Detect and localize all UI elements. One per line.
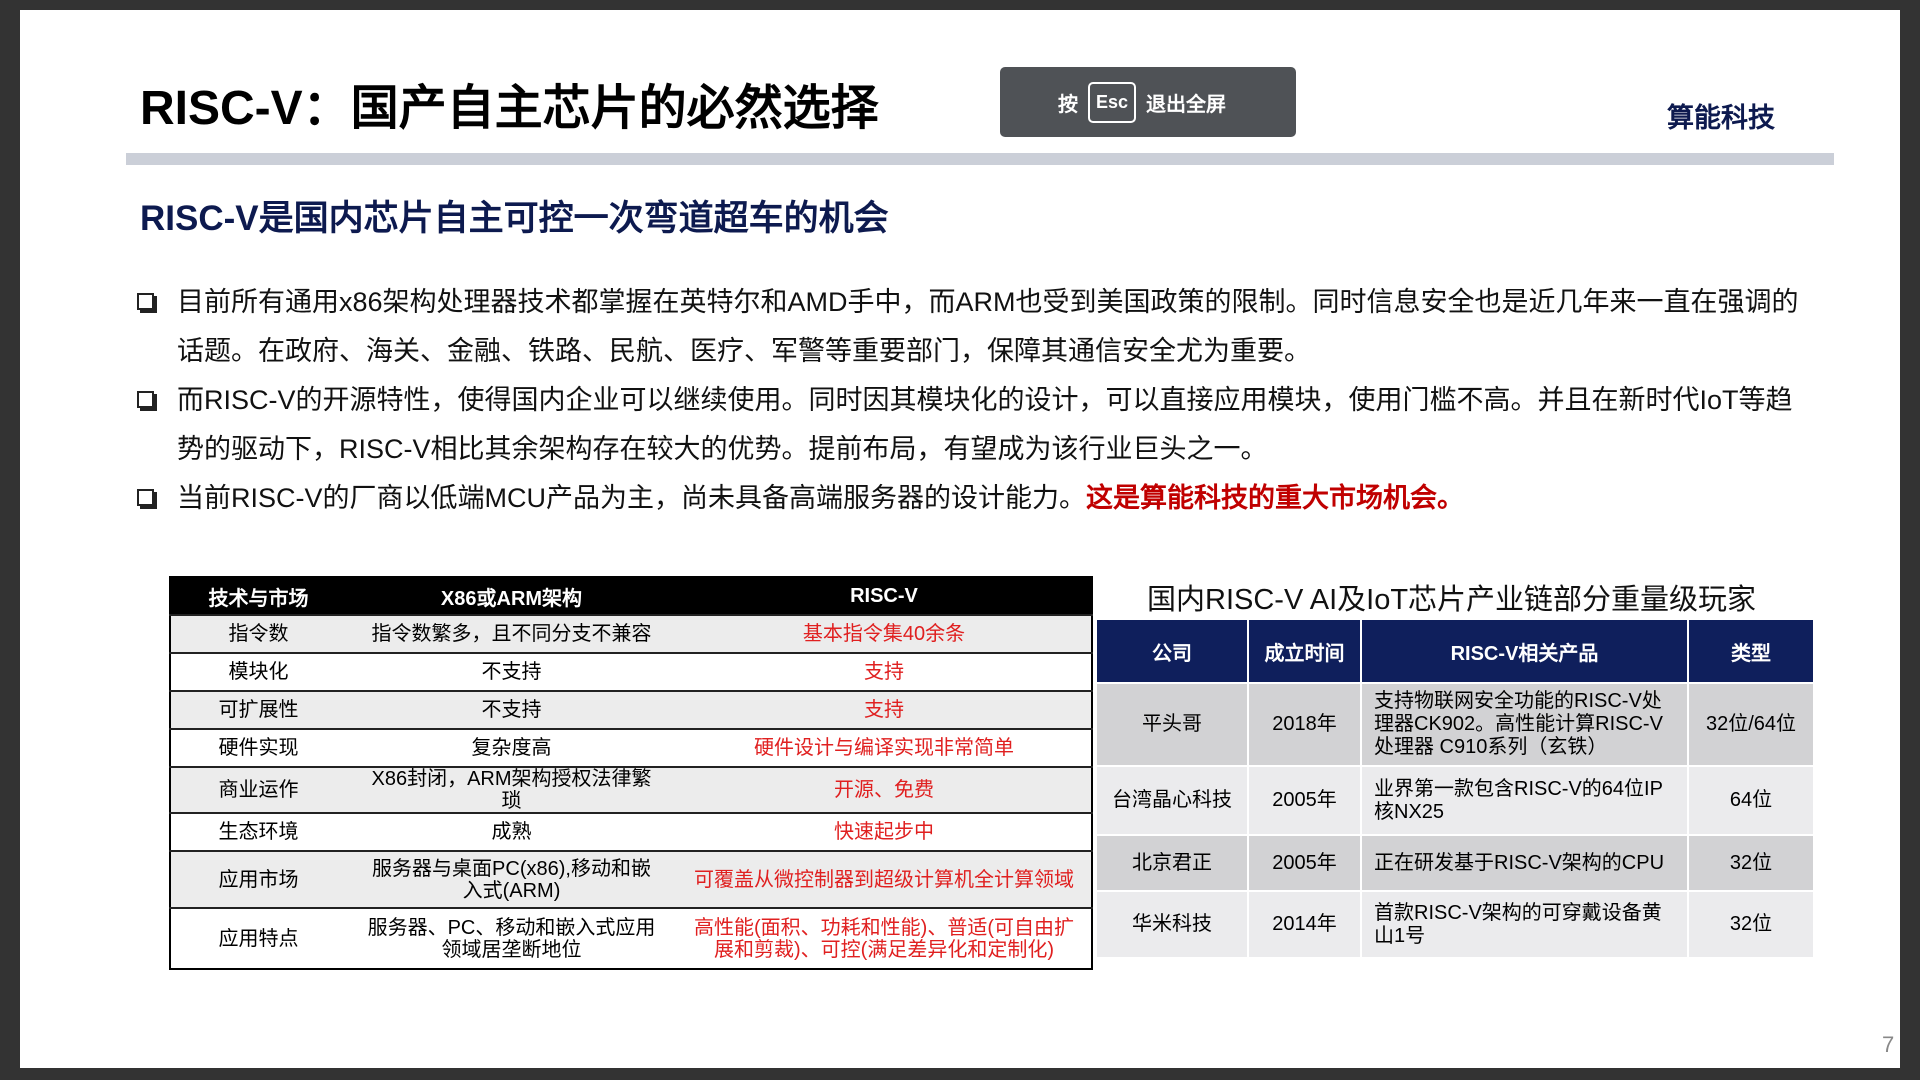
column-header: 公司	[1095, 618, 1249, 684]
table-row: 平头哥 2018年 支持物联网安全功能的RISC-V处理器CK902。高性能计算RI…	[1095, 682, 1815, 767]
table-cell: 可覆盖从微控制器到超级计算机全计算领域	[677, 850, 1092, 908]
checkbox-bullet-icon	[137, 293, 154, 310]
table-row: 华米科技 2014年 首款RISC-V架构的可穿戴设备黄山1号 32位	[1095, 890, 1815, 959]
table-cell: 开源、免费	[677, 766, 1092, 813]
bullet-text: 目前所有通用x86架构处理器技术都掌握在英特尔和AMD手中，而ARM也受到美国政…	[177, 287, 1799, 366]
table-cell: 成熟	[346, 812, 677, 851]
table-row: 模块化 不支持 支持	[170, 652, 1092, 691]
comparison-table: 技术与市场 X86或ARM架构 RISC-V 指令数 指令数繁多，且不同分支不兼容 基本指…	[169, 576, 1093, 970]
table-cell: 硬件设计与编译实现非常简单	[677, 728, 1092, 767]
table-cell: 支持	[677, 690, 1092, 729]
column-header: X86或ARM架构	[346, 577, 677, 615]
table-cell: 生态环境	[170, 812, 346, 851]
table-cell: 服务器与桌面PC(x86),移动和嵌入式(ARM)	[346, 850, 677, 908]
table-cell: 2005年	[1247, 765, 1362, 836]
esc-key[interactable]: Esc	[1088, 81, 1137, 123]
bullet-list: 目前所有通用x86架构处理器技术都掌握在英特尔和AMD手中，而ARM也受到美国政…	[135, 278, 1815, 523]
table-row: 应用市场 服务器与桌面PC(x86),移动和嵌入式(ARM) 可覆盖从微控制器到超级…	[170, 850, 1092, 908]
players-title: 国内RISC-V AI及IoT芯片产业链部分重量级玩家	[1147, 584, 1757, 616]
table-cell: 应用市场	[170, 850, 346, 908]
table-row: 台湾晶心科技 2005年 业界第一款包含RISC-V的64位IP核NX25 64位	[1095, 765, 1815, 836]
table-cell: 支持物联网安全功能的RISC-V处理器CK902。高性能计算RISC-V处理器 …	[1360, 682, 1689, 767]
table-row: 生态环境 成熟 快速起步中	[170, 812, 1092, 851]
table-cell: 业界第一款包含RISC-V的64位IP核NX25	[1360, 765, 1689, 836]
brand-name: 算能科技	[1667, 103, 1775, 133]
table-cell: 指令数	[170, 614, 346, 653]
table-cell: 2014年	[1247, 890, 1362, 959]
exit-fullscreen-hint: 按 Esc 退出全屏	[1000, 67, 1296, 137]
title-divider	[126, 153, 1834, 165]
column-header: 技术与市场	[170, 577, 346, 615]
table-row: 应用特点 服务器、PC、移动和嵌入式应用领域居垄断地位 高性能(面积、功耗和性能)、…	[170, 907, 1092, 969]
hint-text: 按	[1058, 93, 1078, 116]
table-cell: 32位/64位	[1687, 682, 1815, 767]
table-cell: 应用特点	[170, 907, 346, 969]
table-cell: 快速起步中	[677, 812, 1092, 851]
table-cell: 可扩展性	[170, 690, 346, 729]
table-cell: 基本指令集40余条	[677, 614, 1092, 653]
section-subtitle: RISC-V是国内芯片自主可控一次弯道超车的机会	[140, 199, 889, 238]
table-cell: 模块化	[170, 652, 346, 691]
bullet-item: 当前RISC-V的厂商以低端MCU产品为主，尚未具备高端服务器的设计能力。这是算…	[135, 474, 1815, 523]
table-cell: 平头哥	[1095, 682, 1249, 767]
table-cell: 华米科技	[1095, 890, 1249, 959]
table-cell: 支持	[677, 652, 1092, 691]
checkbox-bullet-icon	[137, 391, 154, 408]
table-cell: 64位	[1687, 765, 1815, 836]
table-cell: 不支持	[346, 690, 677, 729]
column-header: 类型	[1687, 618, 1815, 684]
table-row: 指令数 指令数繁多，且不同分支不兼容 基本指令集40余条	[170, 614, 1092, 653]
table-cell: 正在研发基于RISC-V架构的CPU	[1360, 834, 1689, 892]
bullet-text: 当前RISC-V的厂商以低端MCU产品为主，尚未具备高端服务器的设计能力。	[177, 483, 1086, 513]
page-number: 7	[1882, 1032, 1895, 1057]
table-cell: X86封闭，ARM架构授权法律繁琐	[346, 766, 677, 813]
table-cell: 硬件实现	[170, 728, 346, 767]
slide: RISC-V：国产自主芯片的必然选择 算能科技 RISC-V是国内芯片自主可控一…	[20, 10, 1900, 1068]
table-row: 可扩展性 不支持 支持	[170, 690, 1092, 729]
table-cell: 2005年	[1247, 834, 1362, 892]
table-cell: 首款RISC-V架构的可穿戴设备黄山1号	[1360, 890, 1689, 959]
table-cell: 服务器、PC、移动和嵌入式应用领域居垄断地位	[346, 907, 677, 969]
table-cell: 复杂度高	[346, 728, 677, 767]
table-cell: 高性能(面积、功耗和性能)、普适(可自由扩展和剪裁)、可控(满足差异化和定制化)	[677, 907, 1092, 969]
table-cell: 商业运作	[170, 766, 346, 813]
table-row: 硬件实现 复杂度高 硬件设计与编译实现非常简单	[170, 728, 1092, 767]
table-cell: 指令数繁多，且不同分支不兼容	[346, 614, 677, 653]
column-header: 成立时间	[1247, 618, 1362, 684]
column-header: RISC-V相关产品	[1360, 618, 1689, 684]
table-row: 北京君正 2005年 正在研发基于RISC-V架构的CPU 32位	[1095, 834, 1815, 892]
table-cell: 台湾晶心科技	[1095, 765, 1249, 836]
page-title: RISC-V：国产自主芯片的必然选择	[140, 82, 879, 135]
table-cell: 32位	[1687, 890, 1815, 959]
table-cell: 北京君正	[1095, 834, 1249, 892]
hint-text: 退出全屏	[1146, 93, 1227, 116]
column-header: RISC-V	[677, 577, 1092, 615]
bullet-highlight: 这是算能科技的重大市场机会。	[1086, 483, 1464, 513]
players-table: 公司 成立时间 RISC-V相关产品 类型 平头哥 2018年 支持物联网安全功能的RISC…	[1095, 618, 1815, 959]
table-cell: 32位	[1687, 834, 1815, 892]
bullet-text: 而RISC-V的开源特性，使得国内企业可以继续使用。同时因其模块化的设计，可以直…	[177, 385, 1793, 464]
table-cell: 不支持	[346, 652, 677, 691]
table-row: 商业运作 X86封闭，ARM架构授权法律繁琐 开源、免费	[170, 766, 1092, 813]
checkbox-bullet-icon	[137, 489, 154, 506]
bullet-item: 目前所有通用x86架构处理器技术都掌握在英特尔和AMD手中，而ARM也受到美国政…	[135, 278, 1815, 376]
table-cell: 2018年	[1247, 682, 1362, 767]
bullet-item: 而RISC-V的开源特性，使得国内企业可以继续使用。同时因其模块化的设计，可以直…	[135, 376, 1815, 474]
